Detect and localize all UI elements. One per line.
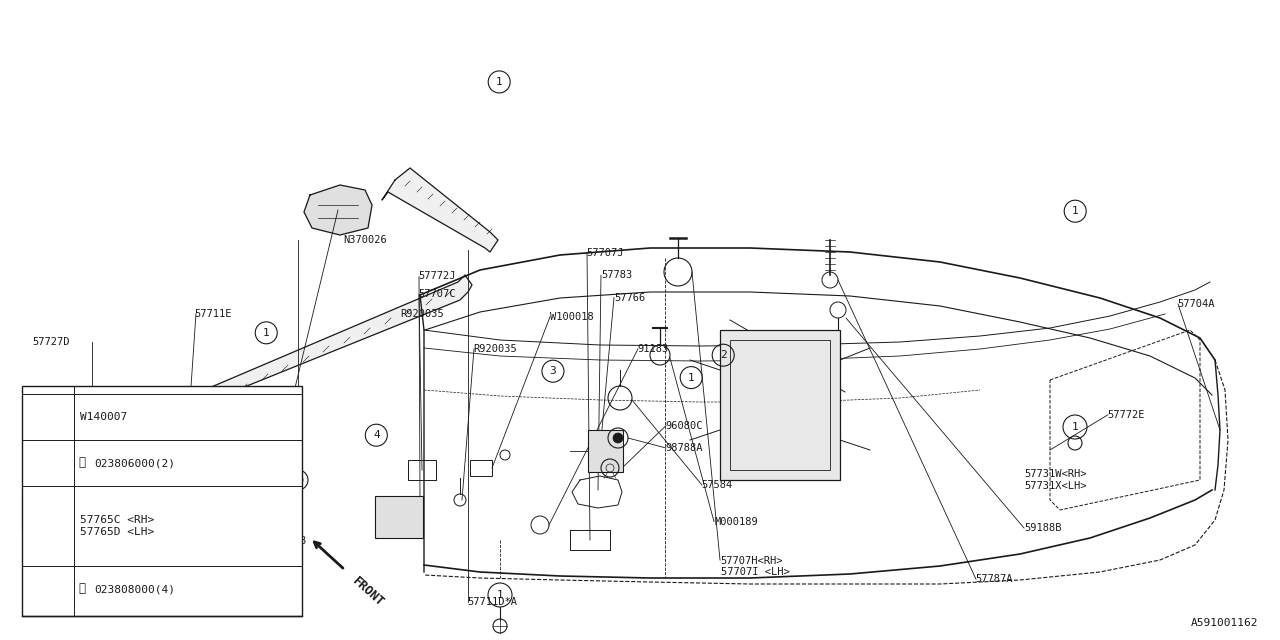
Text: 57707H<RH>
57707I <LH>: 57707H<RH> 57707I <LH> — [721, 556, 790, 577]
Text: N370026: N370026 — [343, 235, 387, 245]
Text: 57765C <RH>
57765D <LH>: 57765C <RH> 57765D <LH> — [79, 515, 155, 537]
Text: 57711D*B: 57711D*B — [256, 536, 306, 546]
Text: M120047: M120047 — [160, 436, 204, 447]
Text: 57584: 57584 — [701, 480, 732, 490]
Text: FRONT: FRONT — [349, 575, 387, 610]
Bar — [375, 496, 422, 538]
Text: 57707J: 57707J — [586, 248, 623, 258]
Text: 4: 4 — [45, 582, 51, 595]
Bar — [470, 460, 492, 476]
Text: 023806000(2): 023806000(2) — [93, 458, 175, 468]
Polygon shape — [305, 185, 372, 235]
Text: W400006: W400006 — [160, 481, 204, 492]
Text: R920035: R920035 — [474, 344, 517, 354]
Text: 1: 1 — [497, 590, 503, 600]
Polygon shape — [152, 275, 472, 430]
Text: ⓝ: ⓝ — [78, 456, 86, 470]
Text: W140007: W140007 — [79, 412, 127, 422]
Polygon shape — [381, 168, 498, 252]
Text: 57711E: 57711E — [195, 308, 232, 319]
Text: 57787A: 57787A — [975, 574, 1012, 584]
Bar — [22, 490, 92, 530]
Text: 57707C: 57707C — [419, 289, 456, 300]
Text: 1: 1 — [262, 328, 270, 338]
Polygon shape — [104, 388, 168, 455]
Text: M000189: M000189 — [714, 516, 758, 527]
Text: 4: 4 — [372, 430, 380, 440]
Text: 59188B: 59188B — [1024, 523, 1061, 533]
Text: 57731W<RH>
57731X<LH>: 57731W<RH> 57731X<LH> — [1024, 469, 1087, 491]
Text: 57783: 57783 — [602, 270, 632, 280]
Circle shape — [613, 433, 623, 443]
Text: 57772J: 57772J — [419, 271, 456, 282]
Bar — [730, 340, 829, 470]
Polygon shape — [140, 448, 192, 498]
Text: 1: 1 — [495, 77, 503, 87]
Text: 91183: 91183 — [637, 344, 668, 354]
Text: 57772E: 57772E — [1107, 410, 1144, 420]
Ellipse shape — [47, 523, 97, 557]
Text: 2: 2 — [719, 350, 727, 360]
Text: 1: 1 — [45, 410, 51, 424]
Text: 3: 3 — [549, 366, 557, 376]
Bar — [719, 330, 840, 480]
Bar — [588, 430, 623, 472]
Text: 57788A
<R FLOOR>: 57788A <R FLOOR> — [61, 562, 118, 584]
Text: 57704A: 57704A — [1178, 299, 1215, 309]
Text: 023808000(4): 023808000(4) — [93, 584, 175, 594]
Text: 1: 1 — [1071, 206, 1079, 216]
Bar — [408, 460, 436, 480]
Text: ⓝ: ⓝ — [78, 582, 86, 595]
Text: A591001162: A591001162 — [1190, 618, 1258, 628]
Text: 1: 1 — [1071, 422, 1078, 432]
Text: 57727D: 57727D — [32, 337, 69, 348]
Bar — [22, 386, 302, 616]
Text: 1: 1 — [687, 372, 695, 383]
Text: W100018: W100018 — [550, 312, 594, 322]
Text: 3: 3 — [45, 520, 51, 532]
Text: 57711D*A: 57711D*A — [467, 596, 517, 607]
Text: 98788A: 98788A — [666, 443, 703, 453]
Text: 57766: 57766 — [614, 292, 645, 303]
Text: R920035: R920035 — [401, 308, 444, 319]
Text: 96080C: 96080C — [666, 420, 703, 431]
Text: 2: 2 — [45, 456, 51, 470]
